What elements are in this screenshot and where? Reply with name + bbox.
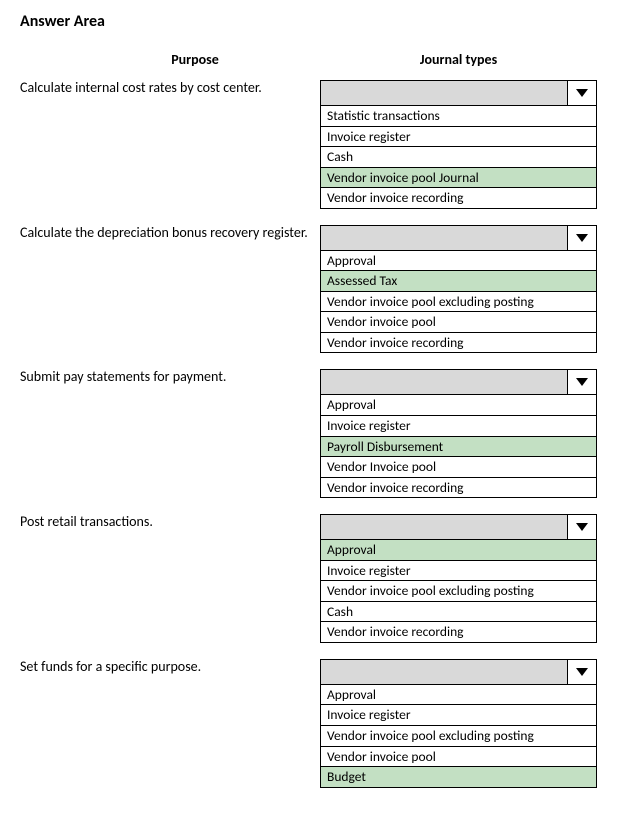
column-headers: Purpose Journal types [20, 51, 597, 68]
purpose-text: Post retail transactions. [20, 514, 320, 531]
purpose-text: Calculate the depreciation bonus recover… [20, 225, 320, 242]
dropdown-list: ApprovalInvoice registerPayroll Disburse… [320, 395, 597, 498]
journal-dropdown[interactable]: ApprovalInvoice registerPayroll Disburse… [320, 369, 597, 498]
dropdown-option[interactable]: Budget [321, 766, 596, 787]
dropdown-option[interactable]: Vendor invoice pool excluding posting [321, 291, 596, 312]
dropdown-option[interactable]: Vendor invoice pool Journal [321, 167, 596, 188]
header-purpose: Purpose [20, 51, 320, 68]
dropdown-option[interactable]: Statistic transactions [321, 106, 596, 126]
chevron-down-icon[interactable] [568, 81, 596, 105]
journal-dropdown[interactable]: Statistic transactionsInvoice registerCa… [320, 80, 597, 209]
dropdown-option[interactable]: Approval [321, 251, 596, 271]
journal-dropdown[interactable]: ApprovalInvoice registerVendor invoice p… [320, 514, 597, 643]
dropdown-list: ApprovalInvoice registerVendor invoice p… [320, 540, 597, 643]
question-row: Calculate the depreciation bonus recover… [20, 225, 597, 354]
dropdown-option[interactable]: Invoice register [321, 415, 596, 436]
chevron-down-icon[interactable] [568, 370, 596, 394]
dropdown-list: ApprovalInvoice registerVendor invoice p… [320, 685, 597, 788]
dropdown-option[interactable]: Vendor invoice pool [321, 746, 596, 767]
dropdown-option[interactable]: Invoice register [321, 704, 596, 725]
journal-dropdown[interactable]: ApprovalAssessed TaxVendor invoice pool … [320, 225, 597, 354]
dropdown-header[interactable] [320, 225, 597, 251]
dropdown-list: Statistic transactionsInvoice registerCa… [320, 106, 597, 209]
purpose-text: Set funds for a specific purpose. [20, 659, 320, 676]
dropdown-option[interactable]: Vendor invoice pool excluding posting [321, 580, 596, 601]
dropdown-header[interactable] [320, 80, 597, 106]
dropdown-option[interactable]: Cash [321, 146, 596, 167]
dropdown-selected[interactable] [321, 515, 568, 539]
dropdown-selected[interactable] [321, 226, 568, 250]
header-journal: Journal types [320, 51, 597, 68]
question-row: Calculate internal cost rates by cost ce… [20, 80, 597, 209]
dropdown-list: ApprovalAssessed TaxVendor invoice pool … [320, 251, 597, 354]
chevron-down-icon[interactable] [568, 515, 596, 539]
page-title: Answer Area [20, 12, 597, 31]
question-row: Set funds for a specific purpose.Approva… [20, 659, 597, 788]
journal-dropdown[interactable]: ApprovalInvoice registerVendor invoice p… [320, 659, 597, 788]
dropdown-selected[interactable] [321, 660, 568, 684]
dropdown-selected[interactable] [321, 370, 568, 394]
question-row: Post retail transactions.ApprovalInvoice… [20, 514, 597, 643]
chevron-down-icon[interactable] [568, 660, 596, 684]
purpose-text: Submit pay statements for payment. [20, 369, 320, 386]
dropdown-option[interactable]: Assessed Tax [321, 270, 596, 291]
dropdown-option[interactable]: Vendor invoice pool excluding posting [321, 725, 596, 746]
dropdown-selected[interactable] [321, 81, 568, 105]
question-row: Submit pay statements for payment.Approv… [20, 369, 597, 498]
chevron-down-icon[interactable] [568, 226, 596, 250]
dropdown-option[interactable]: Vendor invoice pool [321, 311, 596, 332]
purpose-text: Calculate internal cost rates by cost ce… [20, 80, 320, 97]
dropdown-option[interactable]: Approval [321, 540, 596, 560]
dropdown-header[interactable] [320, 514, 597, 540]
dropdown-option[interactable]: Vendor invoice recording [321, 187, 596, 208]
dropdown-header[interactable] [320, 659, 597, 685]
dropdown-header[interactable] [320, 369, 597, 395]
dropdown-option[interactable]: Vendor invoice recording [321, 621, 596, 642]
dropdown-option[interactable]: Payroll Disbursement [321, 436, 596, 457]
dropdown-option[interactable]: Approval [321, 685, 596, 705]
dropdown-option[interactable]: Vendor invoice recording [321, 332, 596, 353]
dropdown-option[interactable]: Vendor Invoice pool [321, 456, 596, 477]
dropdown-option[interactable]: Vendor invoice recording [321, 477, 596, 498]
dropdown-option[interactable]: Invoice register [321, 126, 596, 147]
dropdown-option[interactable]: Invoice register [321, 560, 596, 581]
dropdown-option[interactable]: Approval [321, 395, 596, 415]
dropdown-option[interactable]: Cash [321, 601, 596, 622]
